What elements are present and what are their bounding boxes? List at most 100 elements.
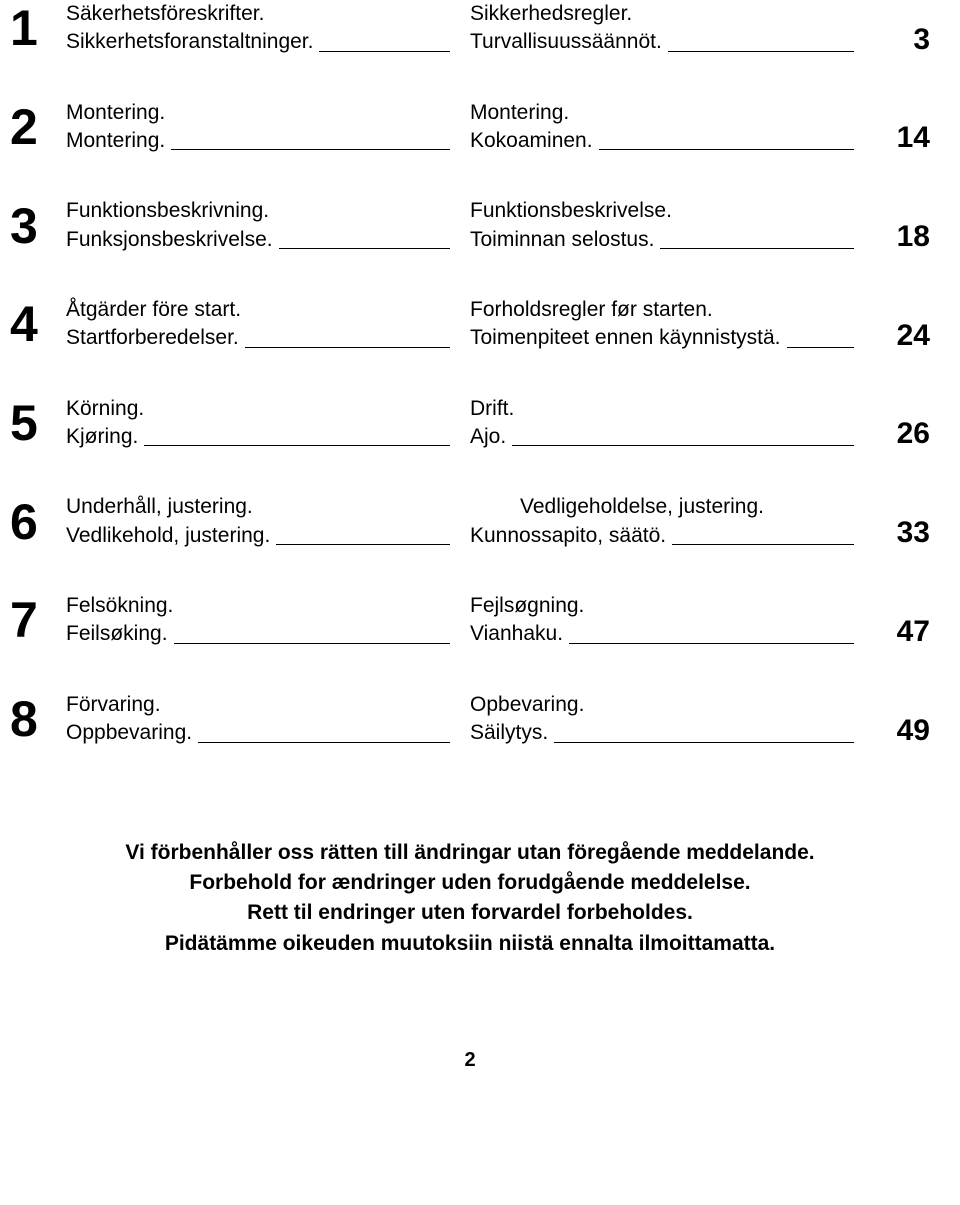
toc-label: Toiminnan selostus. [470,226,654,254]
leader-rule [569,643,854,644]
toc-line: Säilytys. [470,719,854,747]
toc-line: Opbevaring. [470,691,854,719]
toc-label: Funktionsbeskrivning. [66,197,269,225]
toc-line: Funktionsbeskrivelse. [470,197,854,225]
chapter-number: 3 [10,201,66,251]
toc-right-column: Fejlsøgning.Vianhaku. [470,592,854,649]
toc-label: Kjøring. [66,423,138,451]
toc-label: Funksjonsbeskrivelse. [66,226,273,254]
toc-label: Opbevaring. [470,691,584,719]
toc-label: Toimenpiteet ennen käynnistystä. [470,324,781,352]
toc-line: Vianhaku. [470,620,854,648]
toc-row: 3Funktionsbeskrivning.Funksjonsbeskrivel… [10,197,930,254]
disclaimer-line: Forbehold for ændringer uden forudgående… [10,868,930,898]
toc-line: Drift. [470,395,854,423]
leader-rule [198,742,450,743]
toc-line: Montering. [66,127,450,155]
toc-line: Oppbevaring. [66,719,450,747]
disclaimer-line: Rett til endringer uten forvardel forbeh… [10,898,930,928]
toc-label: Vedlikehold, justering. [66,522,270,550]
chapter-number: 8 [10,694,66,744]
toc-right-column: Opbevaring.Säilytys. [470,691,854,748]
toc-row: 2Montering.Montering.Montering.Kokoamine… [10,99,930,156]
disclaimer-line: Vi förbenhåller oss rätten till ändringa… [10,838,930,868]
toc-line: Montering. [470,99,854,127]
toc-line: Åtgärder före start. [66,296,450,324]
toc-label: Feilsøking. [66,620,168,648]
toc-label: Säkerhetsföreskrifter. [66,0,264,28]
leader-rule [245,347,450,348]
page-number: 49 [874,716,930,748]
toc-line: Funksjonsbeskrivelse. [66,226,450,254]
page-number: 47 [874,617,930,649]
toc-left-column: Montering.Montering. [66,99,450,156]
toc-label: Vianhaku. [470,620,563,648]
toc-line: Underhåll, justering. [66,493,450,521]
toc-right-column: Vedligeholdelse, justering.Kunnossapito,… [470,493,854,550]
toc-left-column: Säkerhetsföreskrifter.Sikkerhetsforansta… [66,0,450,57]
page-number: 24 [874,321,930,353]
toc-label: Montering. [66,99,165,127]
leader-rule [512,445,854,446]
toc-label: Ajo. [470,423,506,451]
toc-label: Startforberedelser. [66,324,239,352]
leader-rule [554,742,854,743]
leader-rule [668,51,854,52]
chapter-number: 5 [10,398,66,448]
chapter-number: 2 [10,102,66,152]
toc-left-column: Åtgärder före start.Startforberedelser. [66,296,450,353]
toc-label: Vedligeholdelse, justering. [470,493,764,521]
toc-row: 6Underhåll, justering.Vedlikehold, juste… [10,493,930,550]
toc-row: 7Felsökning.Feilsøking.Fejlsøgning.Vianh… [10,592,930,649]
toc-label: Körning. [66,395,144,423]
toc-line: Turvallisuussäännöt. [470,28,854,56]
toc-left-column: Förvaring.Oppbevaring. [66,691,450,748]
toc-right-column: Montering.Kokoaminen. [470,99,854,156]
toc-row: 8Förvaring.Oppbevaring. Opbevaring.Säilyt… [10,691,930,748]
toc-label: Åtgärder före start. [66,296,241,324]
toc-line: Vedlikehold, justering. [66,522,450,550]
toc-label: Felsökning. [66,592,173,620]
toc-line: Startforberedelser. [66,324,450,352]
toc-label: Förvaring. [66,691,161,719]
toc-line: Toimenpiteet ennen käynnistystä. [470,324,854,352]
toc-row: 4Åtgärder före start.Startforberedelser.… [10,296,930,353]
toc-label: Drift. [470,395,514,423]
toc-label: Kokoaminen. [470,127,593,155]
toc-line: Kjøring. [66,423,450,451]
toc-label: Sikkerhedsregler. [470,0,632,28]
toc-line: Förvaring. [66,691,450,719]
toc-right-column: Drift.Ajo. [470,395,854,452]
toc-left-column: Körning.Kjøring. [66,395,450,452]
toc-line: Ajo. [470,423,854,451]
chapter-number: 6 [10,497,66,547]
page-number: 26 [874,419,930,451]
toc-line: Toiminnan selostus. [470,226,854,254]
toc-line: Montering. [66,99,450,127]
page-number: 14 [874,123,930,155]
toc-line: Kokoaminen. [470,127,854,155]
chapter-number: 1 [10,3,66,53]
page-number: 18 [874,222,930,254]
toc-line: Feilsøking. [66,620,450,648]
disclaimer-footer: Vi förbenhåller oss rätten till ändringa… [10,838,930,960]
toc-left-column: Felsökning.Feilsøking. [66,592,450,649]
leader-rule [174,643,450,644]
toc-line: Fejlsøgning. [470,592,854,620]
toc-left-column: Underhåll, justering.Vedlikehold, juster… [66,493,450,550]
toc-line: Forholdsregler før starten. [470,296,854,324]
toc-label: Forholdsregler før starten. [470,296,713,324]
leader-rule [599,149,854,150]
toc-label: Montering. [470,99,569,127]
page-number: 3 [874,25,930,57]
toc-left-column: Funktionsbeskrivning.Funksjonsbeskrivels… [66,197,450,254]
toc-line: Funktionsbeskrivning. [66,197,450,225]
leader-rule [787,347,854,348]
toc-right-column: Funktionsbeskrivelse.Toiminnan selostus. [470,197,854,254]
toc-line: Vedligeholdelse, justering. [470,493,854,521]
toc-label: Underhåll, justering. [66,493,253,521]
leader-rule [276,544,450,545]
toc-right-column: Forholdsregler før starten.Toimenpiteet … [470,296,854,353]
disclaimer-line: Pidätämme oikeuden muutoksiin niistä enn… [10,929,930,959]
leader-rule [279,248,450,249]
